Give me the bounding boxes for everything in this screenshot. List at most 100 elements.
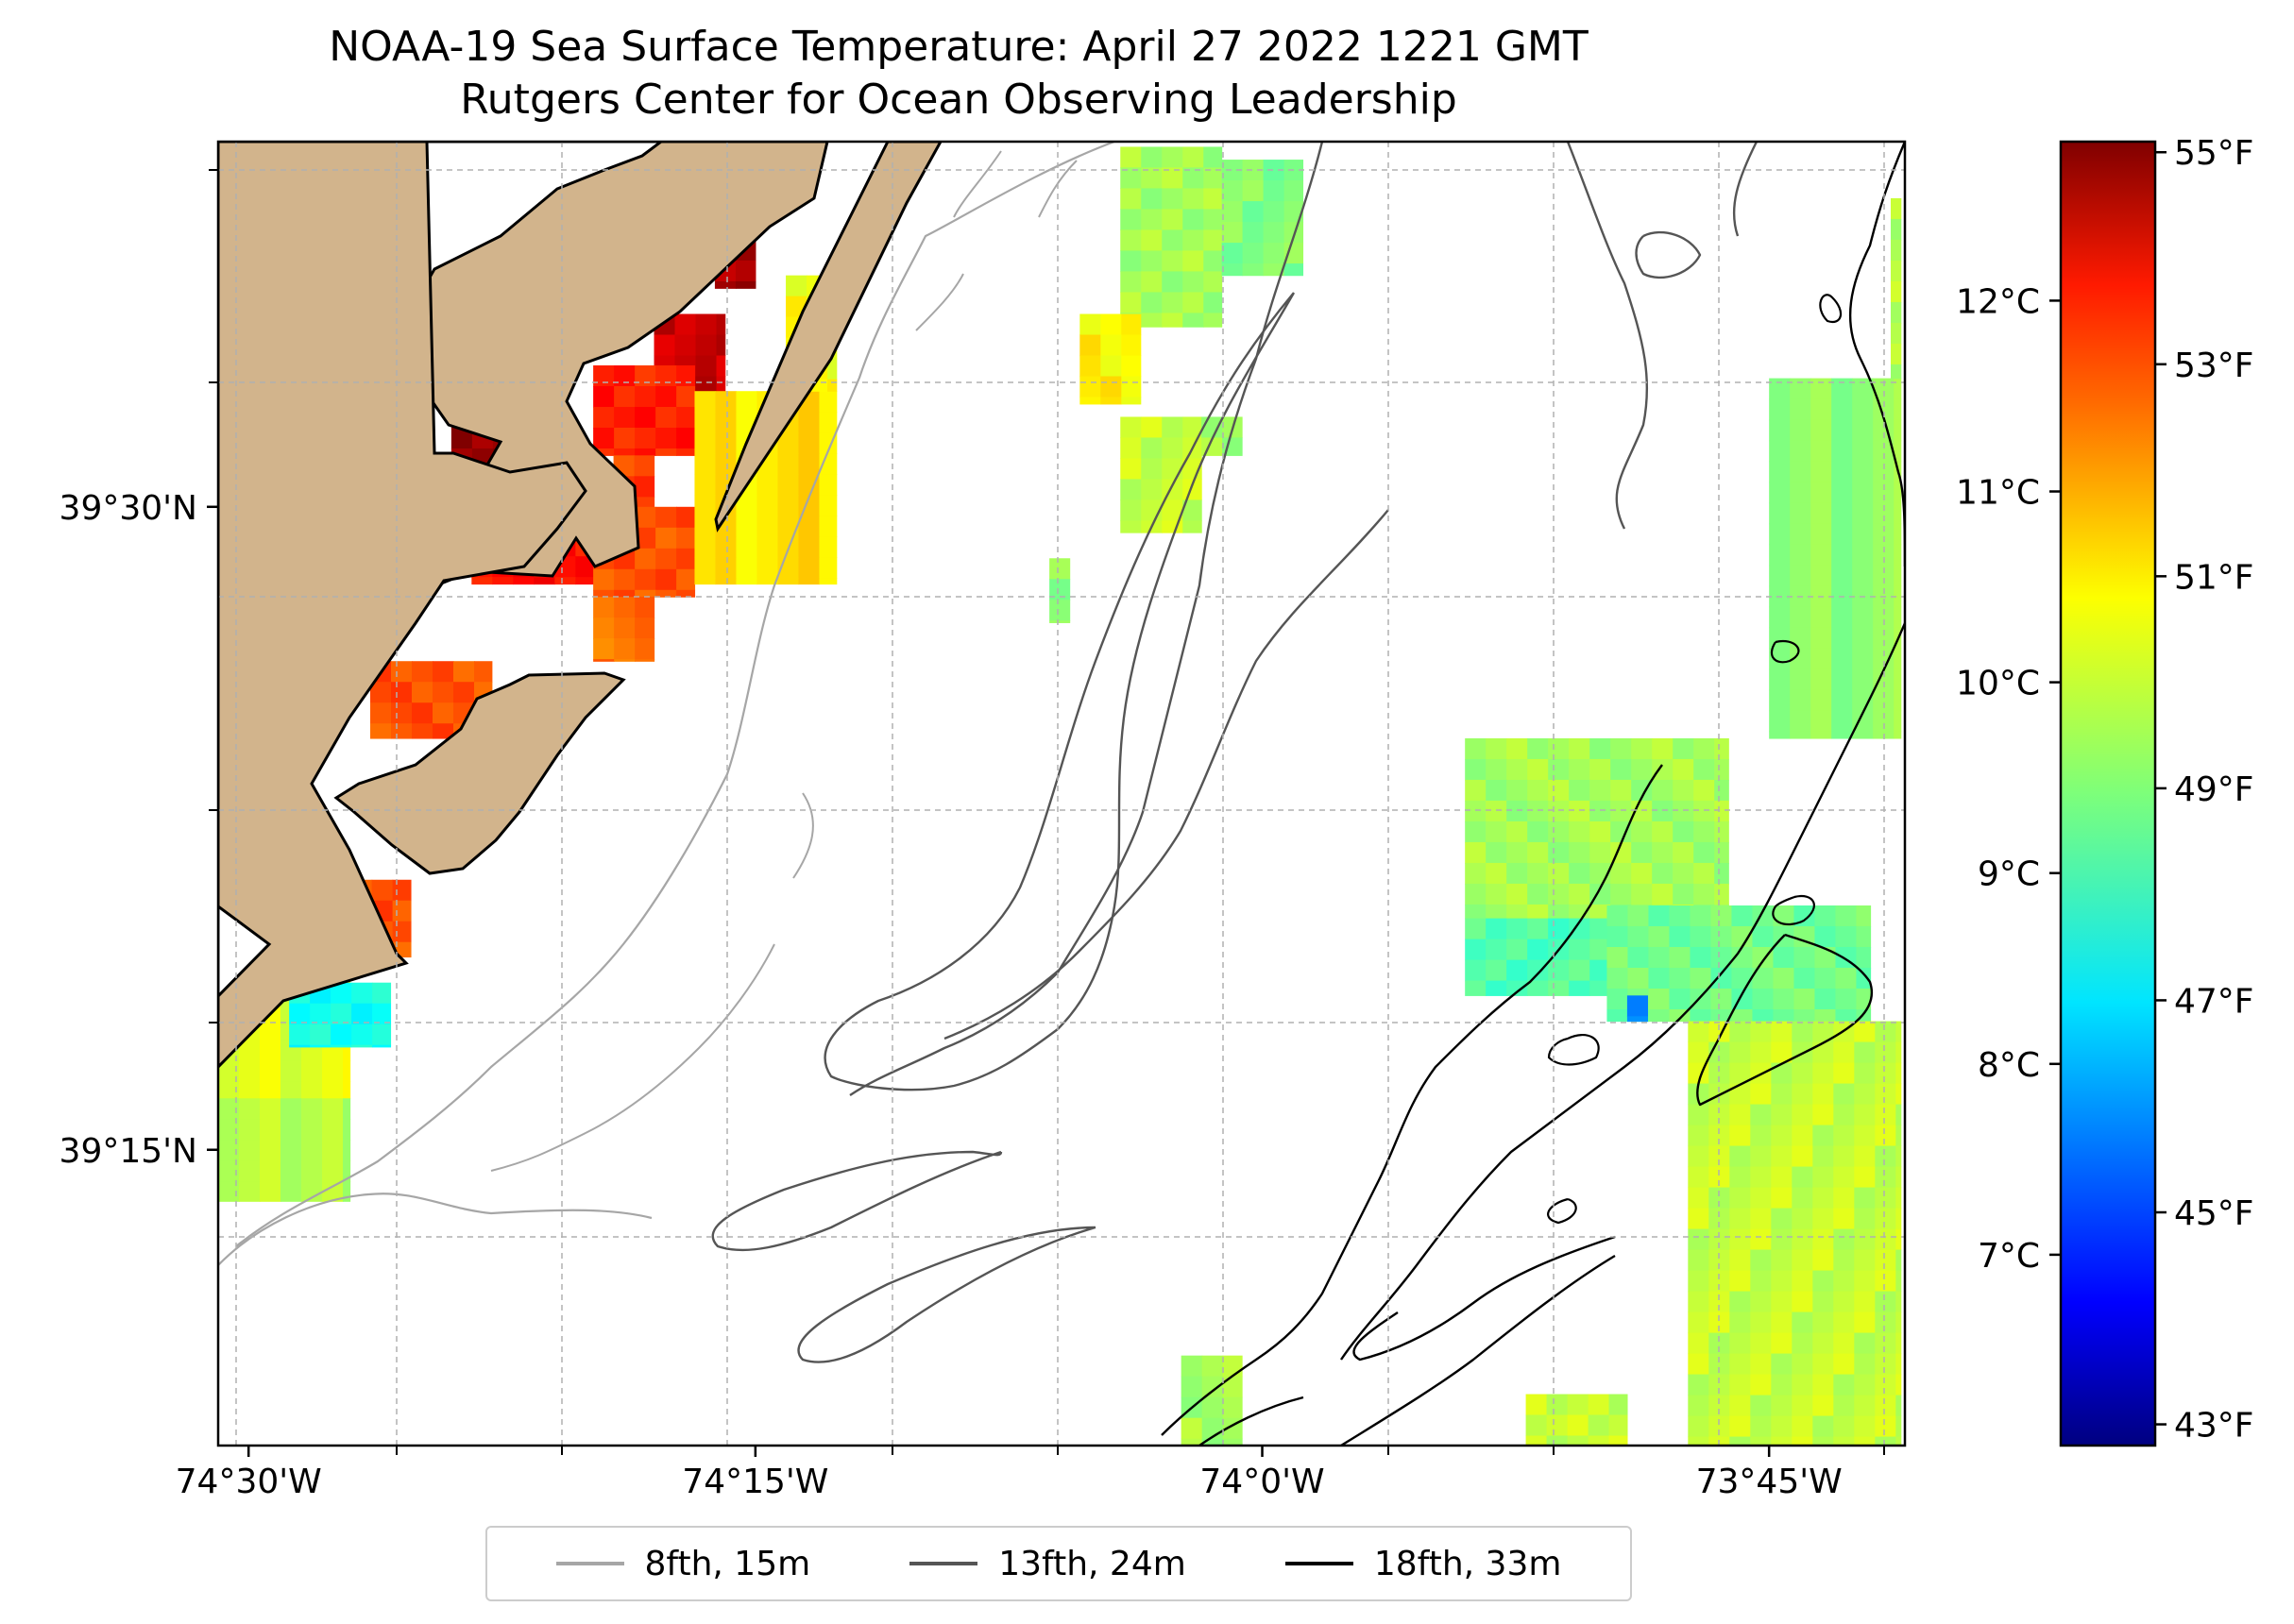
sst-cell xyxy=(798,412,821,433)
sst-cell xyxy=(1895,1187,1902,1210)
sst-cell xyxy=(694,578,717,585)
sst-cell xyxy=(1790,710,1811,733)
sst-cell xyxy=(1506,883,1528,905)
sst-cell xyxy=(1120,146,1142,169)
sst-cell xyxy=(756,578,779,585)
sst-cell xyxy=(694,536,717,558)
sst-cell xyxy=(260,1060,281,1083)
sst-cell xyxy=(676,448,696,456)
sst-cell xyxy=(676,506,696,529)
sst-cell xyxy=(1810,482,1832,504)
sst-cell xyxy=(1222,1438,1243,1446)
sst-cell xyxy=(260,1181,281,1202)
sst-cell xyxy=(1708,1291,1730,1313)
isobath-13fth-line xyxy=(849,142,1324,1096)
sst-cell xyxy=(1875,1353,1896,1376)
sst-cell xyxy=(1201,1438,1224,1446)
sst-cell xyxy=(694,432,717,454)
sst-cell xyxy=(239,1140,261,1161)
sst-cell xyxy=(1203,313,1223,328)
sst-cell xyxy=(819,412,838,433)
sst-cell xyxy=(1852,482,1874,504)
sst-cell xyxy=(1708,1395,1730,1417)
sst-cell xyxy=(1835,905,1858,927)
sst-cell xyxy=(1790,544,1811,567)
sst-cell xyxy=(1283,201,1304,223)
sst-cell xyxy=(1833,1395,1855,1417)
sst-cell xyxy=(1890,197,1902,220)
sst-cell xyxy=(756,495,779,516)
sst-cell xyxy=(1814,905,1837,927)
sst-cell xyxy=(1833,1145,1855,1168)
sst-cell xyxy=(1710,967,1733,990)
sst-cell xyxy=(1793,967,1816,990)
sst-cell xyxy=(1814,967,1837,990)
sst-cell xyxy=(1182,292,1204,314)
sst-cell xyxy=(1894,606,1902,629)
sst-cell xyxy=(798,453,821,475)
sst-cell xyxy=(694,474,717,496)
sst-cell xyxy=(322,1160,344,1182)
sst-cell xyxy=(1221,201,1244,223)
sst-cell xyxy=(1854,1415,1876,1438)
sst-cell xyxy=(1793,1008,1816,1023)
sst-cell xyxy=(1895,1436,1902,1446)
sst-cell xyxy=(1606,967,1629,990)
sst-cell xyxy=(1729,1187,1751,1210)
sst-cell xyxy=(1771,1249,1793,1272)
sst-cell xyxy=(1201,1355,1224,1378)
sst-cell xyxy=(1708,1145,1730,1168)
sst-cell xyxy=(614,568,636,591)
sst-cell xyxy=(1810,419,1832,442)
sst-cell xyxy=(1873,544,1895,567)
sst-cell xyxy=(1771,1062,1793,1085)
sst-cell xyxy=(310,1003,331,1025)
sst-cell xyxy=(1606,905,1629,927)
sst-cell xyxy=(1263,201,1285,223)
sst-cell xyxy=(1792,1374,1813,1396)
sst-cell xyxy=(1750,1083,1772,1106)
sst-cell xyxy=(819,432,838,454)
sst-cell xyxy=(371,879,394,902)
sst-cell xyxy=(1569,779,1590,802)
sst-cell xyxy=(390,723,413,739)
sst-cell xyxy=(798,557,821,579)
sst-cell xyxy=(372,1044,392,1048)
sst-cell xyxy=(1810,565,1832,587)
sst-cell xyxy=(1627,967,1650,990)
sst-cell xyxy=(1833,1374,1855,1396)
sst-cell xyxy=(1627,946,1650,969)
sst-cell xyxy=(280,1160,302,1182)
sst-cell xyxy=(1831,710,1853,733)
sst-cell xyxy=(1120,188,1142,211)
sst-cell xyxy=(1693,862,1715,885)
sst-cell xyxy=(1729,1041,1751,1064)
sst-cell xyxy=(1790,627,1811,650)
sst-cell xyxy=(1771,1436,1793,1446)
sst-cell xyxy=(1610,862,1632,885)
colorbar-f-label: 47°F xyxy=(2174,982,2254,1021)
sst-cell xyxy=(218,1098,240,1120)
sst-cell xyxy=(1100,397,1122,405)
sst-cell xyxy=(1710,1008,1733,1023)
sst-cell xyxy=(1895,1270,1902,1293)
sst-cell xyxy=(1548,883,1570,905)
sst-cell xyxy=(1162,229,1183,252)
sst-cell xyxy=(676,568,696,591)
sst-cell xyxy=(343,1040,351,1062)
sst-cell xyxy=(1854,1395,1876,1417)
sst-cell xyxy=(411,702,433,724)
sst-cell xyxy=(1895,1166,1902,1189)
sst-cell xyxy=(1769,523,1791,546)
sst-cell xyxy=(1812,1166,1834,1189)
sst-cell xyxy=(1079,355,1101,378)
sst-cell xyxy=(1890,239,1902,262)
sst-cell xyxy=(777,432,800,454)
sst-cell xyxy=(1831,461,1853,483)
sst-cell xyxy=(695,355,718,378)
sst-cell xyxy=(1182,188,1204,211)
sst-cell xyxy=(372,1023,392,1046)
sst-cell xyxy=(322,1140,344,1161)
sst-cell xyxy=(1714,883,1729,905)
sst-cell xyxy=(1506,904,1528,920)
